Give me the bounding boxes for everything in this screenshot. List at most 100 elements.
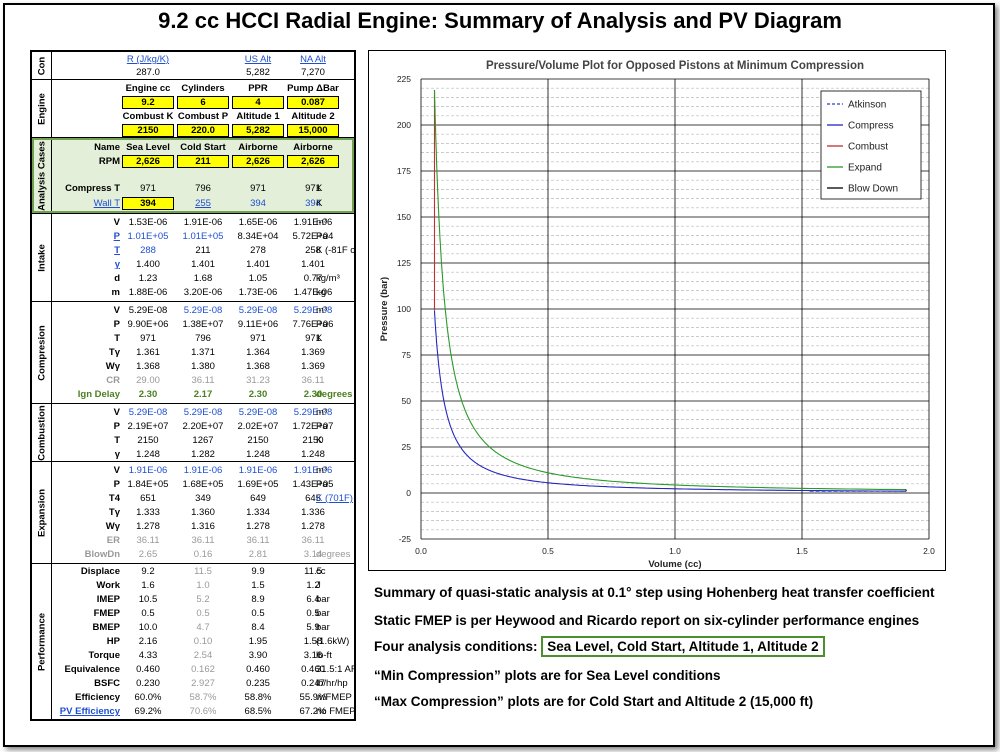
row-label[interactable]: P <box>113 231 120 242</box>
row-label[interactable]: T <box>114 245 120 256</box>
row-unit: degrees <box>316 389 353 400</box>
row-value: 0.5 <box>306 608 320 619</box>
combust-k-header: Combust K <box>122 111 174 122</box>
row-value: 1.2 <box>306 580 320 591</box>
row-label: Displace <box>80 566 120 577</box>
rpm-input[interactable]: 211 <box>177 155 229 168</box>
row-unit <box>316 360 354 373</box>
row-value: 0.162 <box>191 664 215 675</box>
row-value: 36.11 <box>136 535 160 546</box>
section-label: Intake <box>32 214 52 301</box>
row-value: 1.282 <box>191 449 215 460</box>
row-value: 211 <box>195 245 211 256</box>
section-label: Compresion <box>32 302 52 403</box>
intake-row: d 1.23 1.68 1.05 0.77 kg/m³ <box>52 272 354 285</box>
row-value: 10.0 <box>138 622 158 633</box>
row-value: 1.73E-06 <box>238 287 278 298</box>
row-value: 8.4 <box>251 622 265 633</box>
x-tick-label: 0.5 <box>542 546 554 556</box>
row-value: 68.5% <box>244 706 272 717</box>
rpm-input[interactable]: 2,626 <box>122 155 174 168</box>
row-label: V <box>113 217 120 228</box>
row-value: 1.401 <box>246 259 270 270</box>
row-label: P <box>113 479 120 490</box>
row-value: 0.5 <box>251 608 265 619</box>
row-value: 1.58 <box>303 636 323 647</box>
us-alt-header[interactable]: US Alt <box>244 54 272 65</box>
pump-input[interactable]: 0.087 <box>287 96 339 109</box>
compress-t-label: Compress T <box>65 183 120 194</box>
combust-p-input[interactable]: 220.0 <box>177 124 229 137</box>
row-unit: kg/m³ <box>316 273 340 284</box>
section-combustion: Combustion V 5.29E-08 5.29E-08 5.29E-08 5.29… <box>32 404 354 462</box>
performance-row: FMEP 0.5 0.5 0.5 0.5 bar <box>52 607 354 620</box>
row-value: 1.84E+05 <box>127 479 169 490</box>
altitude-1-input[interactable]: 5,282 <box>232 124 284 137</box>
rpm-input[interactable]: 2,626 <box>287 155 339 168</box>
wall-t-value: 394 <box>250 198 266 209</box>
row-value: 3.20E-06 <box>183 287 223 298</box>
row-unit: K <box>316 435 323 446</box>
na-alt-header[interactable]: NA Alt <box>300 54 326 65</box>
row-value: 11.5 <box>194 566 212 577</box>
r-header[interactable]: R (J/kg/K) <box>126 54 170 65</box>
pv-chart-panel: Pressure/Volume Plot for Opposed Pistons… <box>368 50 946 571</box>
legend-entry: Blow Down <box>848 184 898 195</box>
row-value: 2.30 <box>248 389 268 400</box>
row-label[interactable]: γ <box>114 259 120 270</box>
y-tick-label: 200 <box>397 120 411 130</box>
row-value: 0.460 <box>246 664 270 675</box>
note-line-1: Summary of quasi-static analysis at 0.1°… <box>374 585 935 600</box>
ppr-input[interactable]: 4 <box>232 96 284 109</box>
y-tick-label: -25 <box>399 534 412 544</box>
row-value: 1.0 <box>196 580 210 591</box>
na-alt-value: 7,270 <box>301 67 325 78</box>
x-tick-label: 1.5 <box>796 546 808 556</box>
row-value: 5.29E-08 <box>238 407 278 418</box>
row-value: 5.9 <box>306 622 320 633</box>
row-value: 1.05 <box>248 273 268 284</box>
expansion-row: BlowDn 2.65 0.16 2.81 3.14 degrees <box>52 548 354 561</box>
row-value: 5.29E-08 <box>238 305 278 316</box>
row-value: 36.11 <box>246 535 270 546</box>
section-intake: Intake V 1.53E-06 1.91E-06 1.65E-06 1.91E-06… <box>32 214 354 302</box>
row-label: T <box>114 435 120 446</box>
performance-row: BMEP 10.0 4.7 8.4 5.9 bar <box>52 621 354 634</box>
note-line-4: “Min Compression” plots are for Sea Leve… <box>374 668 721 683</box>
row-value: 1.336 <box>301 507 325 518</box>
engine-cc-input[interactable]: 9.2 <box>122 96 174 109</box>
rpm-input[interactable]: 2,626 <box>232 155 284 168</box>
wall-t-link[interactable]: Wall T <box>93 198 120 209</box>
altitude-2-header: Altitude 2 <box>291 111 335 122</box>
row-unit <box>316 506 354 519</box>
wall-t-value[interactable]: 255 <box>195 198 211 209</box>
y-tick-label: 225 <box>397 74 411 84</box>
section-compression: Compresion V 5.29E-08 5.29E-08 5.29E-08 5.29… <box>32 302 354 404</box>
section-label: Performance <box>32 564 52 719</box>
row-value: 10.5 <box>138 594 158 605</box>
performance-row: Equivalence 0.460 0.162 0.460 0.460 31.5:1 AF… <box>52 663 354 676</box>
compression-row: Ign Delay 2.30 2.17 2.30 2.30 degrees <box>52 388 354 401</box>
series-compress <box>433 310 907 492</box>
compress-t-value: 971 <box>305 183 321 194</box>
combust-k-input[interactable]: 2150 <box>122 124 174 137</box>
cylinders-input[interactable]: 6 <box>177 96 229 109</box>
wall-t-input[interactable]: 394 <box>122 197 174 210</box>
row-value: 70.6% <box>189 706 217 717</box>
altitude-2-input[interactable]: 15,000 <box>287 124 339 137</box>
y-axis-label: Pressure (bar) <box>379 277 390 341</box>
row-unit: (1.6kW) <box>316 636 350 647</box>
row-value: 2150 <box>247 435 269 446</box>
combustion-row: P 2.19E+07 2.20E+07 2.02E+07 1.72E+07 Pa <box>52 420 354 433</box>
row-value: 4.33 <box>138 650 158 661</box>
row-value: 0.235 <box>246 678 270 689</box>
legend-entry: Atkinson <box>848 100 886 111</box>
row-value: 0.247 <box>301 678 325 689</box>
row-value: 3.14 <box>303 549 323 560</box>
row-label[interactable]: PV Efficiency <box>59 706 120 717</box>
y-tick-label: 75 <box>402 350 412 360</box>
legend-entry: Expand <box>848 163 882 174</box>
row-unit[interactable]: K (701F) <box>316 493 353 504</box>
row-value: 0.77 <box>303 273 323 284</box>
row-value: 60.0% <box>134 692 162 703</box>
